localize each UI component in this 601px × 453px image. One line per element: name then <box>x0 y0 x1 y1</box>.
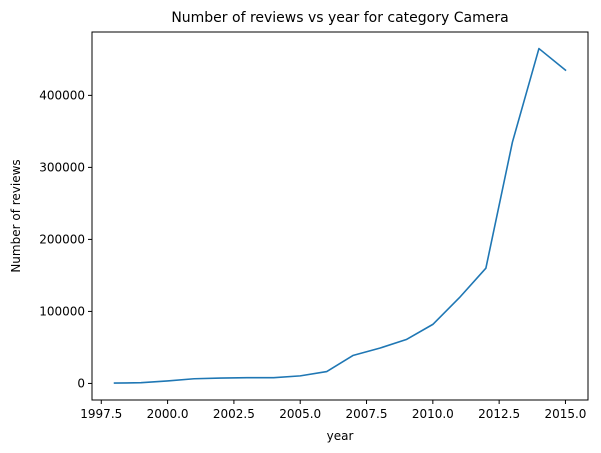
x-axis: 1997.5 2000.0 2002.5 2005.0 2007.5 2010.0 2012… <box>80 400 586 421</box>
x-tick-label: 2005.0 <box>279 407 321 421</box>
x-tick-label: 2012.5 <box>478 407 520 421</box>
x-tick-label: 2000.0 <box>147 407 189 421</box>
x-tick-label: 1997.5 <box>80 407 122 421</box>
y-tick-label: 400000 <box>39 88 85 102</box>
y-tick-label: 200000 <box>39 232 85 246</box>
x-tick-label: 2007.5 <box>346 407 388 421</box>
series-line <box>113 47 567 384</box>
y-tick-label: 300000 <box>39 160 85 174</box>
y-axis: 0 100000 200000 300000 400000 <box>39 88 92 390</box>
y-tick-label: 100000 <box>39 304 85 318</box>
chart-title: Number of reviews vs year for category C… <box>171 10 508 26</box>
x-axis-label: year <box>327 429 354 443</box>
y-axis-label: Number of reviews <box>9 159 23 272</box>
plot-area <box>113 47 567 384</box>
x-tick-label: 2010.0 <box>412 407 454 421</box>
y-tick-label: 0 <box>77 376 85 390</box>
axes-frame <box>91 31 589 401</box>
x-tick-label: 2002.5 <box>213 407 255 421</box>
x-tick-label: 2015.0 <box>544 407 586 421</box>
